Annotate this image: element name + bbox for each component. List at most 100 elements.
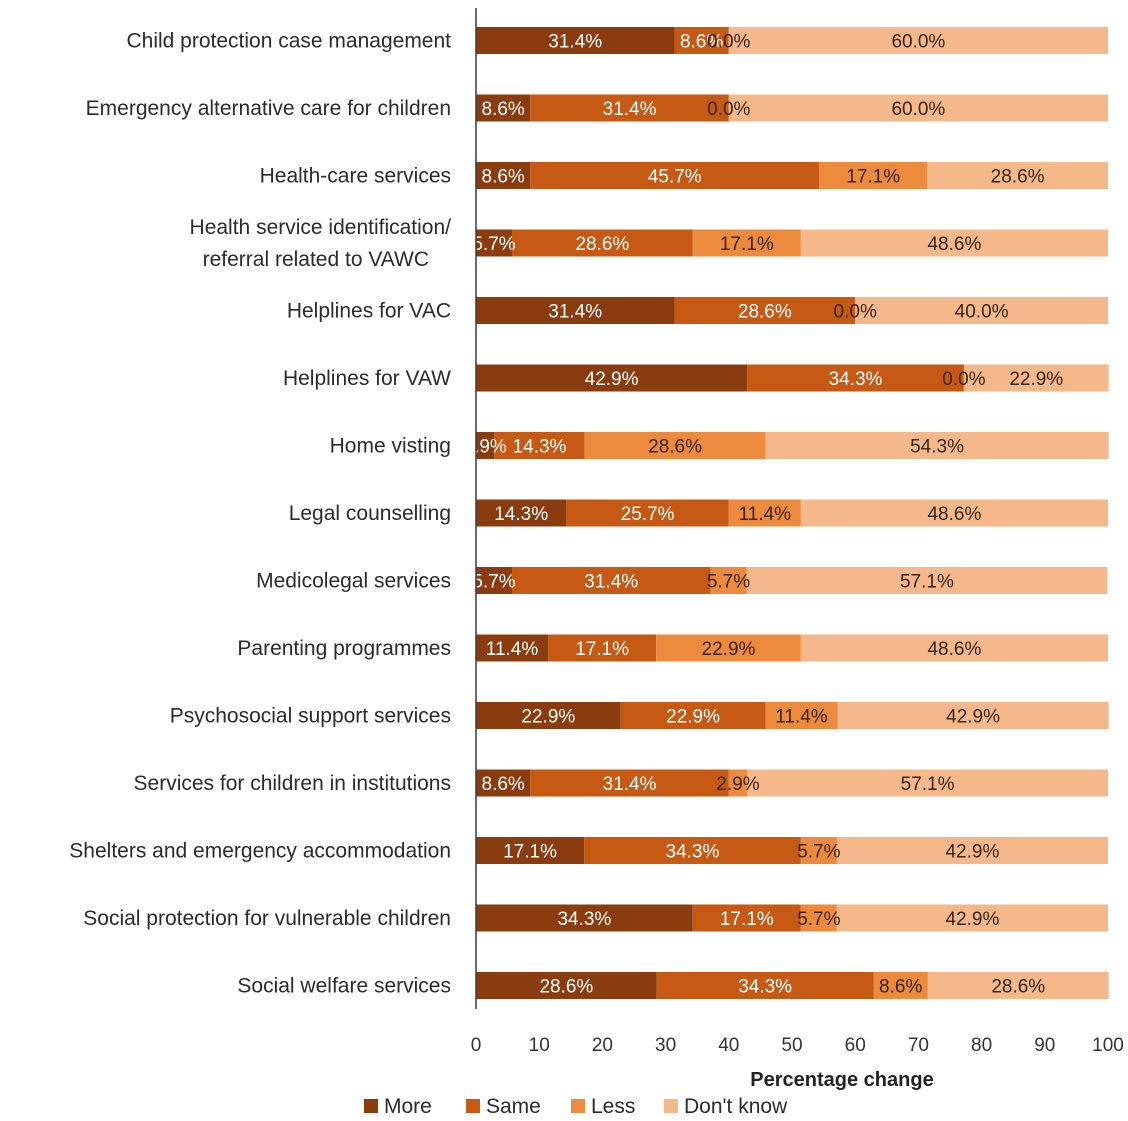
- bar-segment-don-t-know: [800, 229, 1108, 257]
- data-label: 22.9%: [521, 707, 575, 728]
- data-label: 8.6%: [879, 977, 922, 998]
- bar-segment-more: [476, 769, 531, 797]
- data-label: 11.4%: [739, 504, 792, 525]
- category-label: Services for children in institutions: [134, 772, 451, 795]
- data-label: 22.9%: [702, 639, 756, 660]
- data-label: 5.7%: [472, 234, 515, 255]
- bar-segment-same: [692, 904, 801, 932]
- data-label: 34.3%: [829, 369, 883, 390]
- data-label: 42.9%: [585, 369, 639, 390]
- data-label: 60.0%: [891, 99, 945, 120]
- x-tick-label: 20: [592, 1035, 613, 1056]
- x-tick-label: 80: [971, 1035, 992, 1056]
- data-label: 31.4%: [603, 774, 657, 795]
- bar-segment-same: [584, 837, 801, 864]
- data-label: 17.1%: [846, 167, 900, 188]
- x-tick-label: 90: [1034, 1035, 1055, 1056]
- x-tick-label: 60: [845, 1035, 866, 1056]
- bar-segment-less: [728, 769, 748, 797]
- bar-segment-less: [728, 499, 801, 527]
- data-label: 48.6%: [927, 504, 981, 525]
- data-label: 22.9%: [1009, 369, 1063, 390]
- bar-segment-same: [530, 769, 729, 797]
- data-label: 34.3%: [666, 842, 720, 863]
- data-label: 42.9%: [945, 842, 999, 863]
- x-tick-label: 100: [1092, 1035, 1124, 1056]
- data-label: 8.6%: [482, 774, 525, 795]
- bar-segment-more: [476, 162, 531, 189]
- data-label: 28.6%: [575, 234, 629, 255]
- data-label: 17.1%: [720, 909, 774, 930]
- data-label: 60.0%: [891, 32, 945, 53]
- data-label: 14.3%: [513, 437, 567, 458]
- data-label: 42.9%: [946, 707, 1000, 728]
- bar-segment-don-t-know: [927, 162, 1108, 189]
- data-label: 5.7%: [472, 572, 515, 593]
- x-tick-label: 40: [718, 1035, 739, 1056]
- data-label: 28.6%: [539, 977, 593, 998]
- data-label: 17.1%: [720, 234, 774, 255]
- legend-swatch: [664, 1099, 678, 1113]
- data-label: 0.0%: [707, 32, 750, 53]
- data-label: 28.6%: [738, 302, 792, 323]
- bar-segment-more: [476, 27, 675, 54]
- data-label: 14.3%: [494, 504, 548, 525]
- bar-segment-don-t-know: [746, 567, 1108, 594]
- data-label: 31.4%: [548, 32, 602, 53]
- bar-segment-more: [476, 567, 513, 594]
- bar-segments: [476, 27, 1109, 999]
- bar-segment-same: [656, 972, 874, 999]
- legend-swatch: [466, 1099, 480, 1113]
- bar-segment-less: [873, 972, 928, 999]
- category-label: Shelters and emergency accommodation: [69, 840, 451, 863]
- data-label: 8.6%: [680, 32, 723, 53]
- bar-segment-same: [548, 634, 657, 662]
- data-label: 28.6%: [648, 437, 702, 458]
- data-label: 17.1%: [575, 639, 629, 660]
- x-axis-tick-labels: 0 10 20 30 40 50 60 70 80 90 100: [471, 1035, 1124, 1056]
- data-label: 54.3%: [910, 437, 964, 458]
- data-label: 8.6%: [482, 99, 525, 120]
- bar-segment-same: [747, 364, 964, 392]
- bar-segment-same: [494, 432, 585, 459]
- data-label: 5.7%: [797, 909, 840, 930]
- x-tick-label: 50: [781, 1035, 802, 1056]
- data-label: 8.6%: [482, 167, 525, 188]
- bar-segment-less: [819, 162, 928, 189]
- data-label: 28.6%: [991, 977, 1045, 998]
- category-label: Parenting programmes: [237, 637, 451, 660]
- bar-segment-same: [512, 567, 711, 594]
- category-label: Home visting: [330, 435, 451, 458]
- bar-segment-don-t-know: [800, 499, 1108, 527]
- category-label: Social protection for vulnerable childre…: [83, 907, 451, 930]
- legend-swatch: [571, 1099, 585, 1113]
- legend-item-less: Less: [571, 1095, 635, 1118]
- category-label: Health service identification/referral r…: [190, 216, 452, 271]
- data-label: 0.0%: [707, 99, 750, 120]
- bar-segment-don-t-know: [855, 297, 1108, 324]
- data-label: 0.0%: [942, 369, 985, 390]
- bar-segment-less: [710, 567, 747, 594]
- bar-segment-less: [584, 432, 766, 459]
- data-label: 45.7%: [648, 167, 702, 188]
- legend-item-more: More: [364, 1095, 432, 1118]
- bar-segment-more: [476, 297, 675, 324]
- data-label: 5.7%: [707, 572, 750, 593]
- data-label: 42.9%: [945, 909, 999, 930]
- bar-segment-same: [512, 229, 693, 257]
- bar-segment-don-t-know: [728, 27, 1108, 54]
- category-label: Health-care services: [260, 165, 451, 188]
- bar-segment-more: [476, 432, 495, 459]
- legend: More Same Less Don't know: [364, 1095, 788, 1118]
- bar-segment-don-t-know: [728, 94, 1108, 122]
- x-tick-label: 70: [908, 1035, 929, 1056]
- bar-segment-less: [800, 837, 837, 864]
- data-label: 40.0%: [955, 302, 1009, 323]
- bar-segment-more: [476, 499, 567, 527]
- data-label: 17.1%: [503, 842, 557, 863]
- data-label: 57.1%: [900, 572, 954, 593]
- bar-segment-don-t-know: [836, 904, 1108, 932]
- bar-segment-same: [530, 162, 820, 189]
- segment-data-labels: 31.4% 8.6%0.0% 60.0%8.6% 31.4% 0.0% 60.0%8.6%…: [464, 32, 1064, 998]
- data-label: 2.9%: [716, 774, 759, 795]
